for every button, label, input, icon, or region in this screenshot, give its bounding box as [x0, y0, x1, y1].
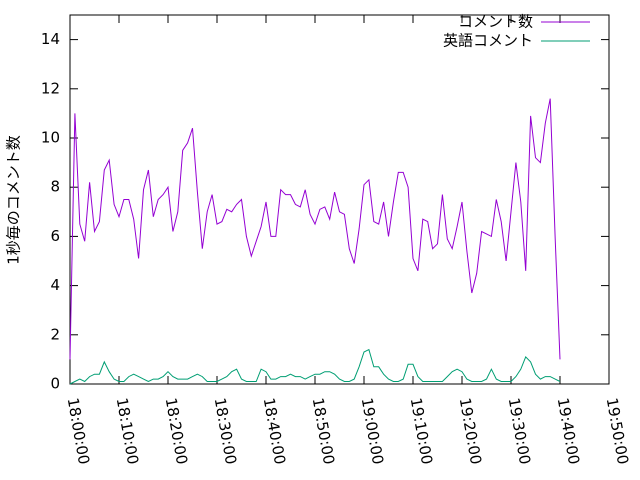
- y-tick-label: 2: [50, 325, 60, 343]
- legend-label: 英語コメント: [443, 32, 533, 50]
- y-tick-label: 0: [50, 375, 60, 393]
- y-tick-label: 8: [50, 178, 60, 196]
- series-line: [69, 98, 561, 360]
- y-tick-label: 10: [41, 129, 60, 147]
- y-axis-label: 1秒毎のコメント数: [5, 135, 23, 265]
- legend-label: コメント数: [458, 13, 533, 31]
- plot-frame: [69, 14, 610, 385]
- y-tick-label: 14: [41, 30, 60, 48]
- y-tick-label: 4: [50, 276, 60, 294]
- y-tick-label: 12: [41, 79, 60, 97]
- series-line: [69, 348, 561, 385]
- y-tick-label: 6: [50, 227, 60, 245]
